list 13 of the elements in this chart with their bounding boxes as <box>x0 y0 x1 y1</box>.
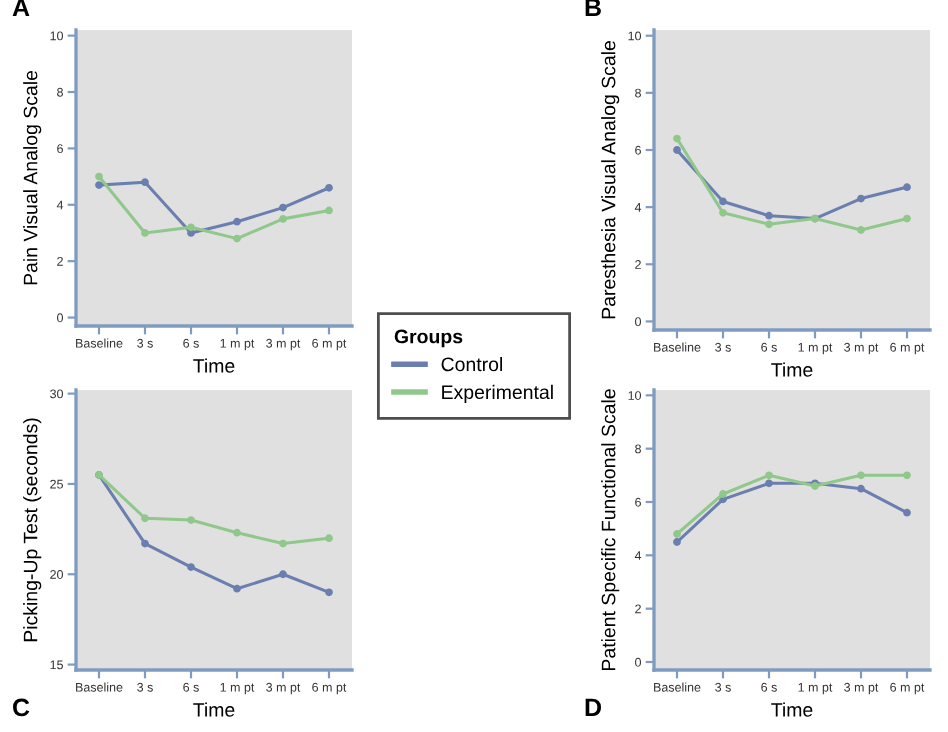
legend-title: Groups <box>394 329 463 348</box>
text: C <box>13 698 30 717</box>
y-axis-title: Paresthesia Visual Analog Scale <box>601 41 620 319</box>
x-axis-title: Time <box>193 358 235 373</box>
y-axis-title: Pain Visual Analog Scale <box>23 70 42 285</box>
x-axis-title: Time <box>193 702 235 717</box>
legend-label: Experimental <box>442 384 553 403</box>
text: D <box>585 698 601 716</box>
x-axis-title: Time <box>771 702 813 717</box>
x-axis-title: Time <box>771 362 813 377</box>
y-axis-title: Picking-Up Test (seconds) <box>23 418 42 642</box>
legend-label: Control <box>441 356 502 372</box>
y-axis-title: Patient Specific Functional Scale <box>601 389 620 670</box>
